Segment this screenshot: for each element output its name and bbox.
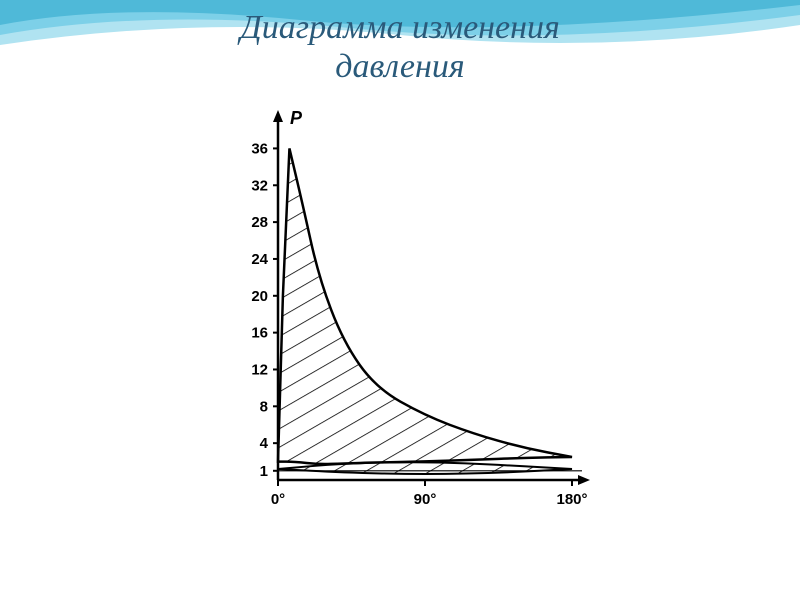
chart-svg: 1 4 8 12 16 20 24 28 32 36 0° 90° 180° P xyxy=(208,100,592,530)
y-tick-label: 28 xyxy=(251,214,268,231)
y-tick-label: 4 xyxy=(260,435,269,452)
y-tick-label: 1 xyxy=(260,463,268,480)
x-axis-arrow xyxy=(578,475,590,485)
y-axis-label: P xyxy=(290,108,303,128)
x-tick-label: 0° xyxy=(271,491,285,508)
y-tick-label: 12 xyxy=(251,361,268,378)
title-line-2: давления xyxy=(335,48,464,85)
y-tick-label: 20 xyxy=(251,288,268,305)
pressure-diagram: 1 4 8 12 16 20 24 28 32 36 0° 90° 180° P xyxy=(208,100,592,530)
x-tick-label: 90° xyxy=(414,491,437,508)
title-line-1: Диаграмма изменения xyxy=(240,9,560,46)
y-tick-label: 8 xyxy=(260,398,268,415)
y-axis-arrow xyxy=(273,110,283,122)
y-tick-label: 16 xyxy=(251,325,268,342)
y-tick-label: 32 xyxy=(251,177,268,194)
y-tick-label: 24 xyxy=(251,251,268,268)
page-title: Диаграмма изменения давления xyxy=(0,8,800,86)
y-tick-label: 36 xyxy=(251,140,268,157)
x-tick-label: 180° xyxy=(556,491,587,508)
